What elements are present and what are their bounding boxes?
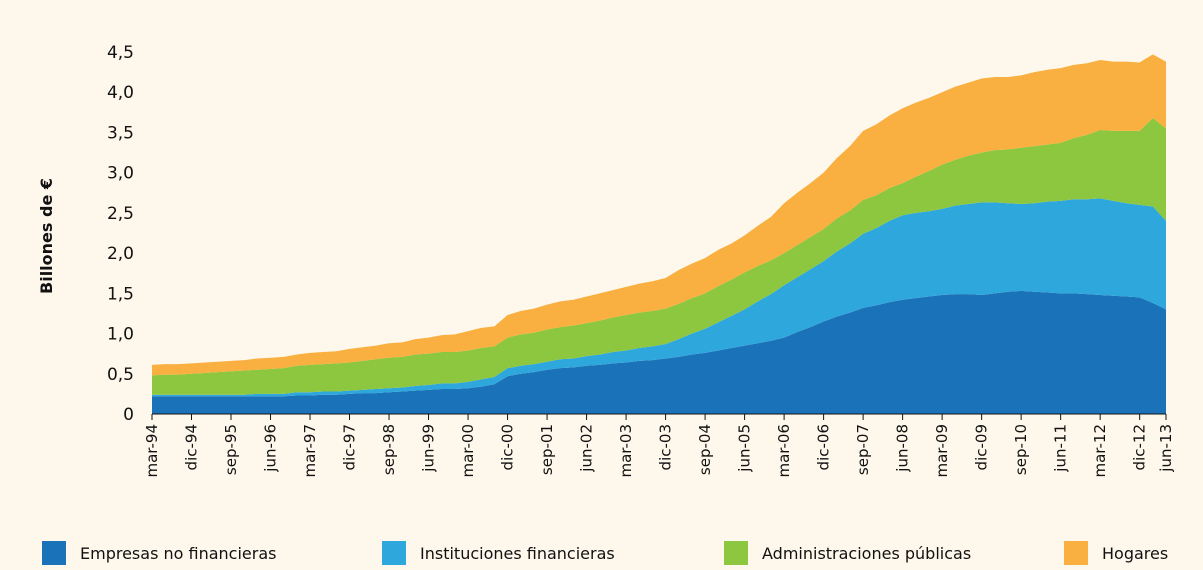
y-tick-label: 2,5 [107, 204, 134, 224]
x-tick-label: dic-94 [183, 424, 201, 470]
legend-label: Hogares [1102, 544, 1168, 563]
x-tick-label: dic-03 [657, 424, 675, 470]
x-tick-label: sep-04 [696, 424, 714, 475]
x-tick-label: mar-94 [143, 424, 161, 478]
x-tick-label: mar-97 [301, 424, 319, 478]
x-tick-label: dic-09 [973, 424, 991, 470]
legend-swatch [382, 541, 406, 565]
legend-label: Empresas no financieras [80, 544, 276, 563]
x-tick-label: dic-00 [499, 424, 517, 470]
x-tick-label: jun-08 [894, 424, 912, 473]
x-tick-label: sep-98 [380, 424, 398, 475]
x-tick-label: jun-96 [262, 424, 280, 473]
y-tick-label: 3,0 [107, 164, 134, 184]
y-tick-label: 0,5 [107, 365, 134, 385]
area [152, 117, 1166, 395]
x-tick-label: jun-13 [1157, 424, 1175, 473]
y-tick-label: 3,5 [107, 123, 134, 143]
y-tick-label: 4,0 [107, 83, 134, 103]
x-tick-label: sep-01 [538, 424, 556, 475]
y-tick-label: 0 [123, 405, 134, 425]
legend-swatch [42, 541, 66, 565]
x-tick-label: mar-06 [775, 424, 793, 478]
y-tick-label: 1,5 [107, 284, 134, 304]
x-tick-label: sep-07 [854, 424, 872, 475]
x-tick-label: mar-09 [933, 424, 951, 478]
x-tick-label: dic-06 [815, 424, 833, 470]
legend-label: Instituciones financieras [420, 544, 615, 563]
x-tick-label: sep-10 [1012, 424, 1030, 475]
x-tick-label: mar-03 [617, 424, 635, 478]
x-tick-label: mar-12 [1091, 424, 1109, 478]
x-tick-label: dic-97 [341, 424, 359, 470]
area [152, 198, 1166, 397]
area [152, 290, 1166, 414]
x-tick-label: jun-02 [578, 424, 596, 473]
x-tick-label: jun-05 [736, 424, 754, 473]
area [152, 54, 1166, 376]
x-tick-label: dic-12 [1131, 424, 1149, 470]
y-axis-label: Billones de € [37, 178, 56, 294]
legend-swatch [1064, 541, 1088, 565]
y-tick-label: 4,5 [107, 43, 134, 63]
y-tick-label: 1,0 [107, 325, 134, 345]
legend-label: Administraciones públicas [762, 544, 971, 563]
x-tick-label: mar-00 [459, 424, 477, 478]
x-tick-label: jun-11 [1052, 424, 1070, 473]
y-tick-label: 2,0 [107, 244, 134, 264]
x-tick-label: sep-95 [222, 424, 240, 475]
legend-swatch [724, 541, 748, 565]
x-tick-label: jun-99 [420, 424, 438, 473]
